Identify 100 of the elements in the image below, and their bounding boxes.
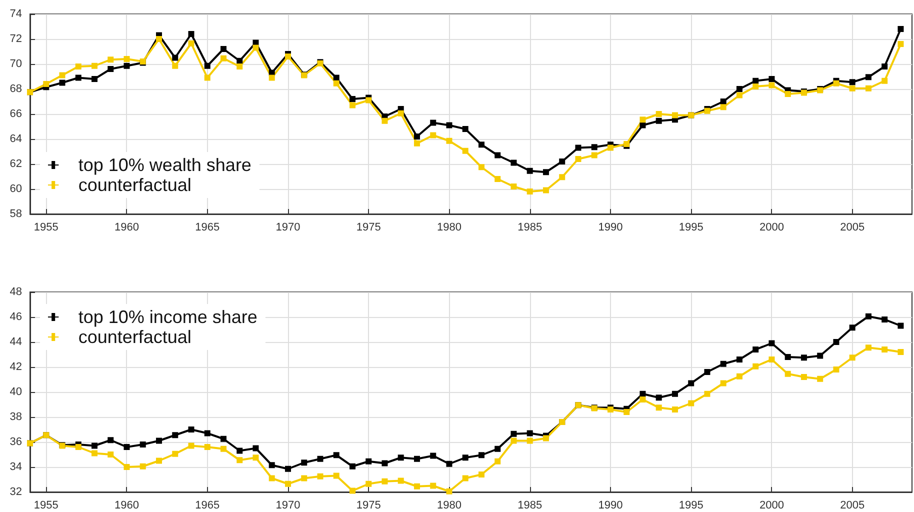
point [284, 54, 291, 60]
legend-label: top 10% wealth share [78, 155, 252, 175]
point [478, 142, 484, 148]
point [526, 438, 533, 444]
point [59, 72, 66, 78]
point [898, 322, 904, 329]
y-tick-label: 44 [10, 336, 22, 348]
point [542, 187, 549, 194]
point [591, 152, 598, 158]
point [704, 369, 710, 375]
point [430, 120, 436, 126]
point [849, 79, 856, 86]
point [882, 316, 888, 322]
point [188, 426, 194, 432]
x-tick-label: 1980 [436, 222, 462, 234]
point [882, 64, 888, 70]
x-tick-label: 2000 [759, 222, 784, 234]
point [688, 400, 694, 406]
x-tick-label: 1995 [678, 222, 704, 234]
point [640, 116, 646, 123]
point [591, 144, 598, 150]
point [526, 430, 533, 436]
point [849, 324, 856, 331]
y-tick-label: 38 [10, 411, 22, 423]
point [833, 339, 840, 345]
point [284, 466, 291, 472]
point [800, 354, 807, 361]
point [752, 363, 759, 370]
point [817, 352, 824, 359]
point [494, 446, 501, 452]
point [446, 138, 452, 144]
point [301, 460, 308, 466]
point [478, 472, 484, 478]
point [446, 122, 452, 128]
y-tick-label: 74 [10, 8, 22, 20]
point [736, 86, 742, 92]
point [833, 80, 840, 86]
point [559, 158, 566, 164]
point [446, 488, 452, 494]
x-tick-label: 1990 [598, 500, 623, 512]
y-tick-label: 46 [10, 311, 22, 323]
point [268, 462, 275, 468]
point [462, 148, 468, 154]
point [768, 340, 775, 346]
point [736, 373, 742, 380]
x-tick-label: 1985 [518, 222, 542, 234]
y-tick-label: 62 [10, 158, 22, 170]
point [542, 169, 549, 176]
y-tick-label: 70 [10, 58, 22, 70]
point [494, 152, 501, 158]
point [382, 118, 388, 124]
x-tick-label: 2000 [759, 500, 784, 512]
point [333, 74, 340, 81]
point [398, 110, 404, 116]
point [317, 473, 324, 480]
point [849, 354, 856, 361]
point [640, 390, 646, 397]
point [349, 463, 356, 470]
point [204, 430, 210, 436]
point [430, 132, 436, 138]
point [91, 442, 98, 449]
point [462, 454, 468, 461]
point [108, 452, 114, 458]
point [510, 438, 517, 444]
point [898, 41, 904, 47]
point [656, 118, 662, 124]
point [752, 346, 759, 352]
point [768, 82, 775, 88]
point [91, 76, 98, 82]
point [720, 360, 726, 367]
y-tick-label: 32 [10, 486, 22, 498]
point [398, 454, 404, 461]
point [220, 55, 226, 62]
point [414, 483, 420, 490]
point [882, 346, 888, 352]
point [188, 442, 194, 449]
x-tick-label: 2005 [840, 500, 865, 512]
point [349, 102, 356, 108]
y-tick-label: 36 [10, 436, 22, 448]
point [252, 454, 259, 461]
point [656, 111, 662, 117]
point [172, 62, 178, 69]
point [800, 374, 807, 380]
point [220, 446, 226, 452]
point [736, 92, 742, 98]
point [526, 188, 533, 194]
point [349, 488, 356, 494]
point [817, 376, 824, 382]
point [333, 80, 340, 86]
point [156, 458, 162, 464]
point [494, 176, 501, 182]
point [849, 85, 856, 92]
point [236, 457, 243, 464]
point [75, 444, 82, 450]
point [672, 112, 678, 118]
point [542, 435, 549, 442]
point [478, 164, 484, 170]
point [478, 452, 484, 458]
x-tick-label: 1965 [195, 500, 220, 512]
legend-label: counterfactual [78, 327, 192, 347]
